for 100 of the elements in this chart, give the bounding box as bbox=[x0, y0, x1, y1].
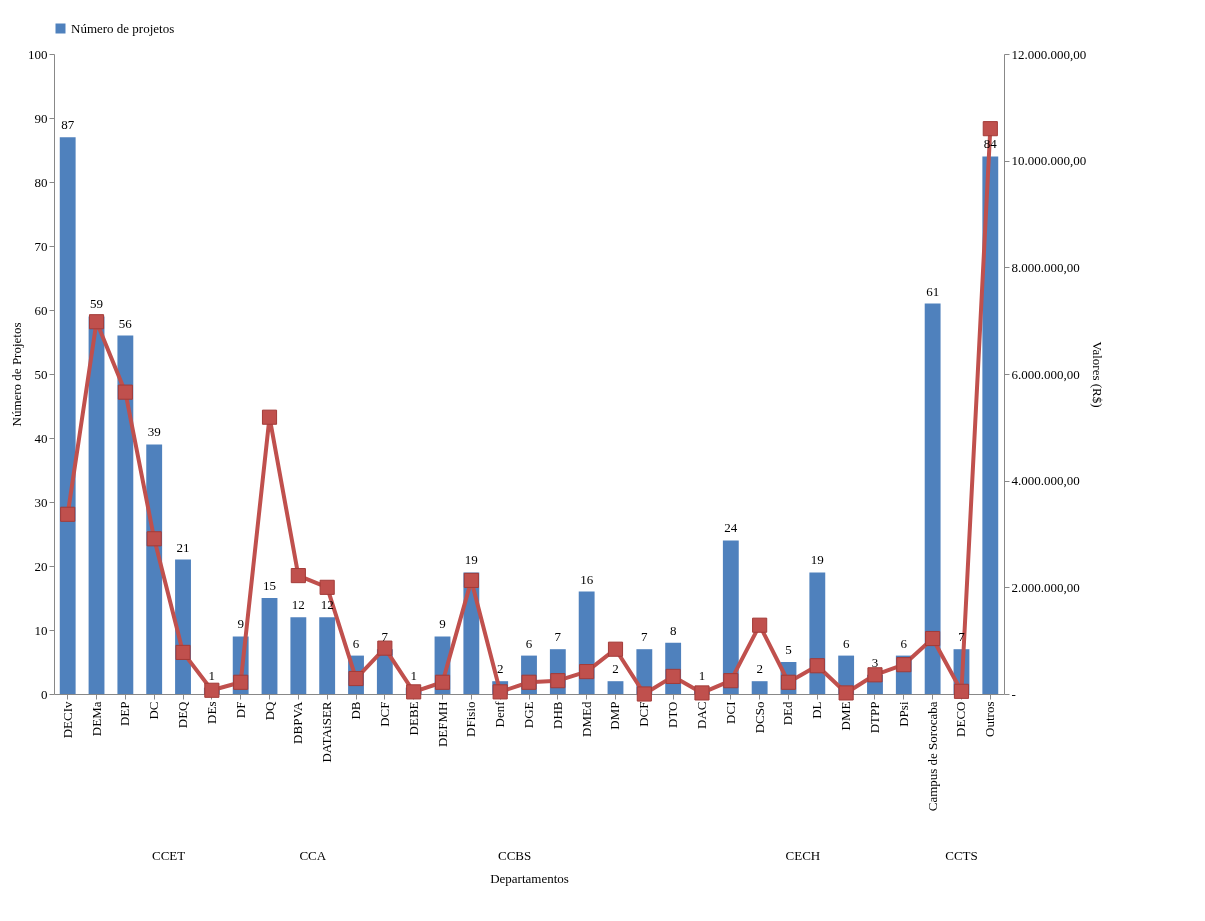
data-label: 87 bbox=[61, 117, 75, 133]
x-tick-label: DEMa bbox=[88, 701, 104, 737]
y2-tick-label: 2.000.000,00 bbox=[1011, 579, 1080, 595]
x-tick-label: DTO bbox=[665, 701, 681, 728]
x-tick-label: DEBE bbox=[405, 701, 421, 736]
x-tick-label: Outros bbox=[982, 701, 998, 737]
bar bbox=[924, 303, 941, 694]
text: CCA bbox=[299, 848, 327, 863]
x-tick-label: DECO bbox=[953, 701, 969, 737]
bar bbox=[117, 335, 134, 694]
data-label: 2 bbox=[612, 661, 619, 677]
data-label: 21 bbox=[176, 539, 190, 555]
point bbox=[377, 640, 393, 656]
y-tick-label: 50 bbox=[34, 366, 48, 382]
point bbox=[953, 683, 970, 699]
x-tick-label: DEd bbox=[780, 701, 796, 726]
x-tick-label: DGE bbox=[521, 701, 536, 729]
data-label: 6 bbox=[525, 635, 533, 651]
point bbox=[579, 664, 595, 680]
y2-tick-label: - bbox=[1011, 686, 1016, 702]
y-tick-label: 40 bbox=[34, 430, 48, 446]
y-axis-title: Número de Projetos bbox=[9, 322, 24, 427]
point bbox=[607, 641, 624, 657]
data-label: 5 bbox=[785, 642, 792, 657]
y-tick-label: 70 bbox=[34, 238, 48, 254]
bar bbox=[59, 137, 76, 694]
point bbox=[867, 667, 883, 683]
y2-tick-label: 8.000.000,00 bbox=[1011, 259, 1080, 275]
x-tick-label: DBPVA bbox=[290, 700, 306, 744]
bar bbox=[319, 617, 336, 694]
data-label: 59 bbox=[90, 296, 104, 312]
data-label: 6 bbox=[352, 635, 360, 651]
bar bbox=[982, 156, 999, 694]
point bbox=[233, 674, 249, 690]
x-tick-label: DAC bbox=[693, 701, 709, 729]
x-tick-label: DECIv bbox=[59, 701, 75, 739]
data-label: 39 bbox=[147, 424, 161, 440]
data-label: 9 bbox=[237, 616, 244, 632]
y-tick-label: 10 bbox=[34, 622, 48, 638]
data-label: 6 bbox=[900, 635, 908, 651]
y2-tick-label: 10.000.000,00 bbox=[1011, 153, 1087, 169]
text: CECH bbox=[785, 848, 821, 863]
point bbox=[319, 579, 335, 595]
x-tick-label: DL bbox=[809, 701, 825, 719]
y-tick-label: 90 bbox=[34, 110, 48, 126]
data-label: 56 bbox=[118, 315, 133, 331]
x-tick-label: DEP bbox=[117, 701, 133, 727]
x-tick-label: DMEd bbox=[578, 701, 594, 737]
point bbox=[636, 686, 652, 702]
point bbox=[117, 384, 133, 400]
x-tick-label: DMP bbox=[607, 701, 623, 730]
x-tick-label: Denf bbox=[492, 700, 508, 728]
data-label: 7 bbox=[958, 629, 966, 645]
x-tick-label: DEs bbox=[203, 701, 219, 724]
point bbox=[521, 674, 537, 690]
point bbox=[88, 314, 105, 330]
data-label: 6 bbox=[842, 635, 850, 651]
text: CCET bbox=[151, 848, 186, 863]
point bbox=[406, 684, 422, 700]
point bbox=[809, 658, 825, 674]
x-tick-label: DEFMH bbox=[434, 701, 450, 748]
x-tick-label: DCSo bbox=[751, 701, 767, 734]
x-tick-label: DC bbox=[146, 701, 162, 720]
x-tick-label: DATAiSER bbox=[319, 701, 335, 763]
point bbox=[463, 572, 479, 588]
point bbox=[175, 644, 191, 660]
x-tick-label: DPsi bbox=[895, 701, 911, 727]
data-label: 3 bbox=[871, 654, 879, 670]
legend-label: Número de projetos bbox=[71, 20, 175, 36]
x-tick-label: DCI bbox=[722, 701, 738, 724]
bar bbox=[290, 617, 307, 694]
data-label: 16 bbox=[580, 571, 594, 587]
point bbox=[896, 657, 912, 673]
point bbox=[925, 630, 941, 647]
data-label: 7 bbox=[641, 629, 649, 645]
x-tick-label: Campus de Sorocaba bbox=[924, 701, 940, 812]
point bbox=[550, 673, 566, 689]
x-tick-label: DCF bbox=[376, 701, 392, 727]
data-label: 19 bbox=[464, 552, 478, 568]
y-tick-label: 0 bbox=[41, 686, 48, 702]
point bbox=[694, 685, 710, 701]
point bbox=[723, 673, 739, 689]
point bbox=[60, 506, 76, 522]
point bbox=[752, 617, 768, 633]
text: CCBS bbox=[497, 848, 532, 863]
y-tick-label: 30 bbox=[34, 494, 48, 510]
data-label: 1 bbox=[698, 667, 706, 683]
y2-tick-label: 12.000.000,00 bbox=[1011, 46, 1087, 62]
data-label: 2 bbox=[756, 661, 763, 677]
data-label: 1 bbox=[208, 667, 216, 683]
data-label: 8 bbox=[669, 622, 677, 638]
bar bbox=[261, 598, 278, 694]
point bbox=[838, 685, 854, 701]
y-tick-label: 20 bbox=[34, 558, 48, 574]
point bbox=[780, 674, 797, 690]
point bbox=[492, 684, 508, 700]
x-tick-label: DTPP bbox=[866, 701, 882, 734]
point bbox=[348, 670, 364, 687]
point bbox=[204, 682, 220, 698]
x-tick-label: DFisio bbox=[463, 701, 479, 737]
